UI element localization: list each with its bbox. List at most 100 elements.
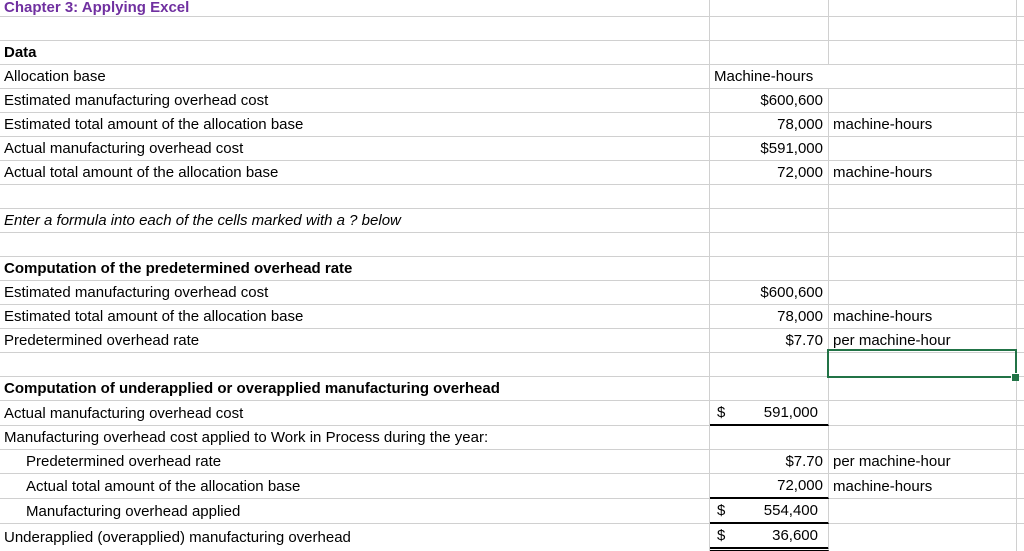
table-row (0, 233, 1024, 257)
cell-b16[interactable] (710, 353, 829, 377)
cell-d18[interactable] (1017, 401, 1024, 426)
cell-c21-unit[interactable]: machine-hours (829, 474, 1017, 499)
currency-symbol: $ (717, 502, 726, 519)
cell-a1-worksheet-title[interactable]: Chapter 3: Applying Excel (0, 0, 710, 17)
table-row (0, 185, 1024, 209)
cell-d8[interactable] (1017, 161, 1024, 185)
cell-amount: 591,000 (763, 404, 818, 421)
cell-a10-instruction[interactable]: Enter a formula into each of the cells m… (0, 209, 710, 233)
cell-d9[interactable] (1017, 185, 1024, 209)
cell-a21-label[interactable]: Actual total amount of the allocation ba… (0, 474, 710, 499)
cell-c16-active[interactable] (829, 353, 1017, 377)
cell-d22[interactable] (1017, 499, 1024, 524)
cell-c11[interactable] (829, 233, 1017, 257)
cell-c18[interactable] (829, 401, 1017, 426)
cell-d7[interactable] (1017, 137, 1024, 161)
cell-d6[interactable] (1017, 113, 1024, 137)
cell-b13-value[interactable]: $600,600 (710, 281, 829, 305)
cell-d15[interactable] (1017, 329, 1024, 353)
cell-c2[interactable] (829, 17, 1017, 41)
cell-a2[interactable] (0, 17, 710, 41)
cell-c7[interactable] (829, 137, 1017, 161)
cell-a20-label[interactable]: Predetermined overhead rate (0, 450, 710, 474)
cell-a18-label[interactable]: Actual manufacturing overhead cost (0, 401, 710, 426)
cell-b2[interactable] (710, 17, 829, 41)
cell-b9[interactable] (710, 185, 829, 209)
cell-c1[interactable] (829, 0, 1017, 17)
cell-a6-label[interactable]: Estimated total amount of the allocation… (0, 113, 710, 137)
cell-c13[interactable] (829, 281, 1017, 305)
cell-c19[interactable] (829, 426, 1017, 450)
cell-a14-label[interactable]: Estimated total amount of the allocation… (0, 305, 710, 329)
cell-b11[interactable] (710, 233, 829, 257)
cell-c4[interactable] (829, 65, 1017, 89)
cell-a19-label[interactable]: Manufacturing overhead cost applied to W… (0, 426, 710, 450)
table-row: Estimated total amount of the allocation… (0, 113, 1024, 137)
cell-d19[interactable] (1017, 426, 1024, 450)
cell-d10[interactable] (1017, 209, 1024, 233)
cell-b17[interactable] (710, 377, 829, 401)
cell-amount: 554,400 (763, 502, 818, 519)
cell-d5[interactable] (1017, 89, 1024, 113)
cell-a17-section-header[interactable]: Computation of underapplied or overappli… (0, 377, 710, 401)
cell-a5-label[interactable]: Estimated manufacturing overhead cost (0, 89, 710, 113)
currency-symbol: $ (717, 527, 726, 544)
cell-a8-label[interactable]: Actual total amount of the allocation ba… (0, 161, 710, 185)
cell-d2[interactable] (1017, 17, 1024, 41)
cell-b1[interactable] (710, 0, 829, 17)
cell-d20[interactable] (1017, 450, 1024, 474)
cell-d3[interactable] (1017, 41, 1024, 65)
cell-d14[interactable] (1017, 305, 1024, 329)
cell-a22-label[interactable]: Manufacturing overhead applied (0, 499, 710, 524)
cell-a4-allocation-base-label[interactable]: Allocation base (0, 65, 710, 89)
cell-b12[interactable] (710, 257, 829, 281)
cell-b5-value[interactable]: $600,600 (710, 89, 829, 113)
cell-b8-value[interactable]: 72,000 (710, 161, 829, 185)
cell-d21[interactable] (1017, 474, 1024, 499)
cell-b19[interactable] (710, 426, 829, 450)
cell-b3[interactable] (710, 41, 829, 65)
cell-b7-value[interactable]: $591,000 (710, 137, 829, 161)
cell-d1[interactable] (1017, 0, 1024, 17)
cell-a15-label[interactable]: Predetermined overhead rate (0, 329, 710, 353)
cell-d13[interactable] (1017, 281, 1024, 305)
cell-c17[interactable] (829, 377, 1017, 401)
cell-d17[interactable] (1017, 377, 1024, 401)
cell-b4-allocation-base-value[interactable]: Machine-hours (710, 65, 829, 89)
cell-c8-unit[interactable]: machine-hours (829, 161, 1017, 185)
cell-d12[interactable] (1017, 257, 1024, 281)
cell-c9[interactable] (829, 185, 1017, 209)
cell-b20-value[interactable]: $7.70 (710, 450, 829, 474)
cell-c23[interactable] (829, 524, 1017, 551)
cell-b14-value[interactable]: 78,000 (710, 305, 829, 329)
cell-a23-label[interactable]: Underapplied (overapplied) manufacturing… (0, 524, 710, 551)
cell-d16[interactable] (1017, 353, 1024, 377)
cell-d11[interactable] (1017, 233, 1024, 257)
fill-handle[interactable] (1011, 373, 1019, 381)
cell-a13-label[interactable]: Estimated manufacturing overhead cost (0, 281, 710, 305)
cell-b18-value[interactable]: $ 591,000 (710, 401, 829, 426)
cell-b23-value[interactable]: $ 36,600 (710, 524, 829, 551)
cell-a16[interactable] (0, 353, 710, 377)
cell-c22[interactable] (829, 499, 1017, 524)
cell-c14-unit[interactable]: machine-hours (829, 305, 1017, 329)
cell-b22-value[interactable]: $ 554,400 (710, 499, 829, 524)
cell-c6-unit[interactable]: machine-hours (829, 113, 1017, 137)
cell-a9[interactable] (0, 185, 710, 209)
cell-c15-unit[interactable]: per machine-hour (829, 329, 1017, 353)
cell-c5[interactable] (829, 89, 1017, 113)
cell-d23[interactable] (1017, 524, 1024, 551)
cell-d4[interactable] (1017, 65, 1024, 89)
cell-c10[interactable] (829, 209, 1017, 233)
cell-a3-data-header[interactable]: Data (0, 41, 710, 65)
cell-b6-value[interactable]: 78,000 (710, 113, 829, 137)
cell-b15-value[interactable]: $7.70 (710, 329, 829, 353)
cell-c12[interactable] (829, 257, 1017, 281)
cell-a11[interactable] (0, 233, 710, 257)
cell-c3[interactable] (829, 41, 1017, 65)
cell-a7-label[interactable]: Actual manufacturing overhead cost (0, 137, 710, 161)
cell-c20-unit[interactable]: per machine-hour (829, 450, 1017, 474)
cell-a12-section-header[interactable]: Computation of the predetermined overhea… (0, 257, 710, 281)
cell-b10[interactable] (710, 209, 829, 233)
cell-b21-value[interactable]: 72,000 (710, 474, 829, 499)
